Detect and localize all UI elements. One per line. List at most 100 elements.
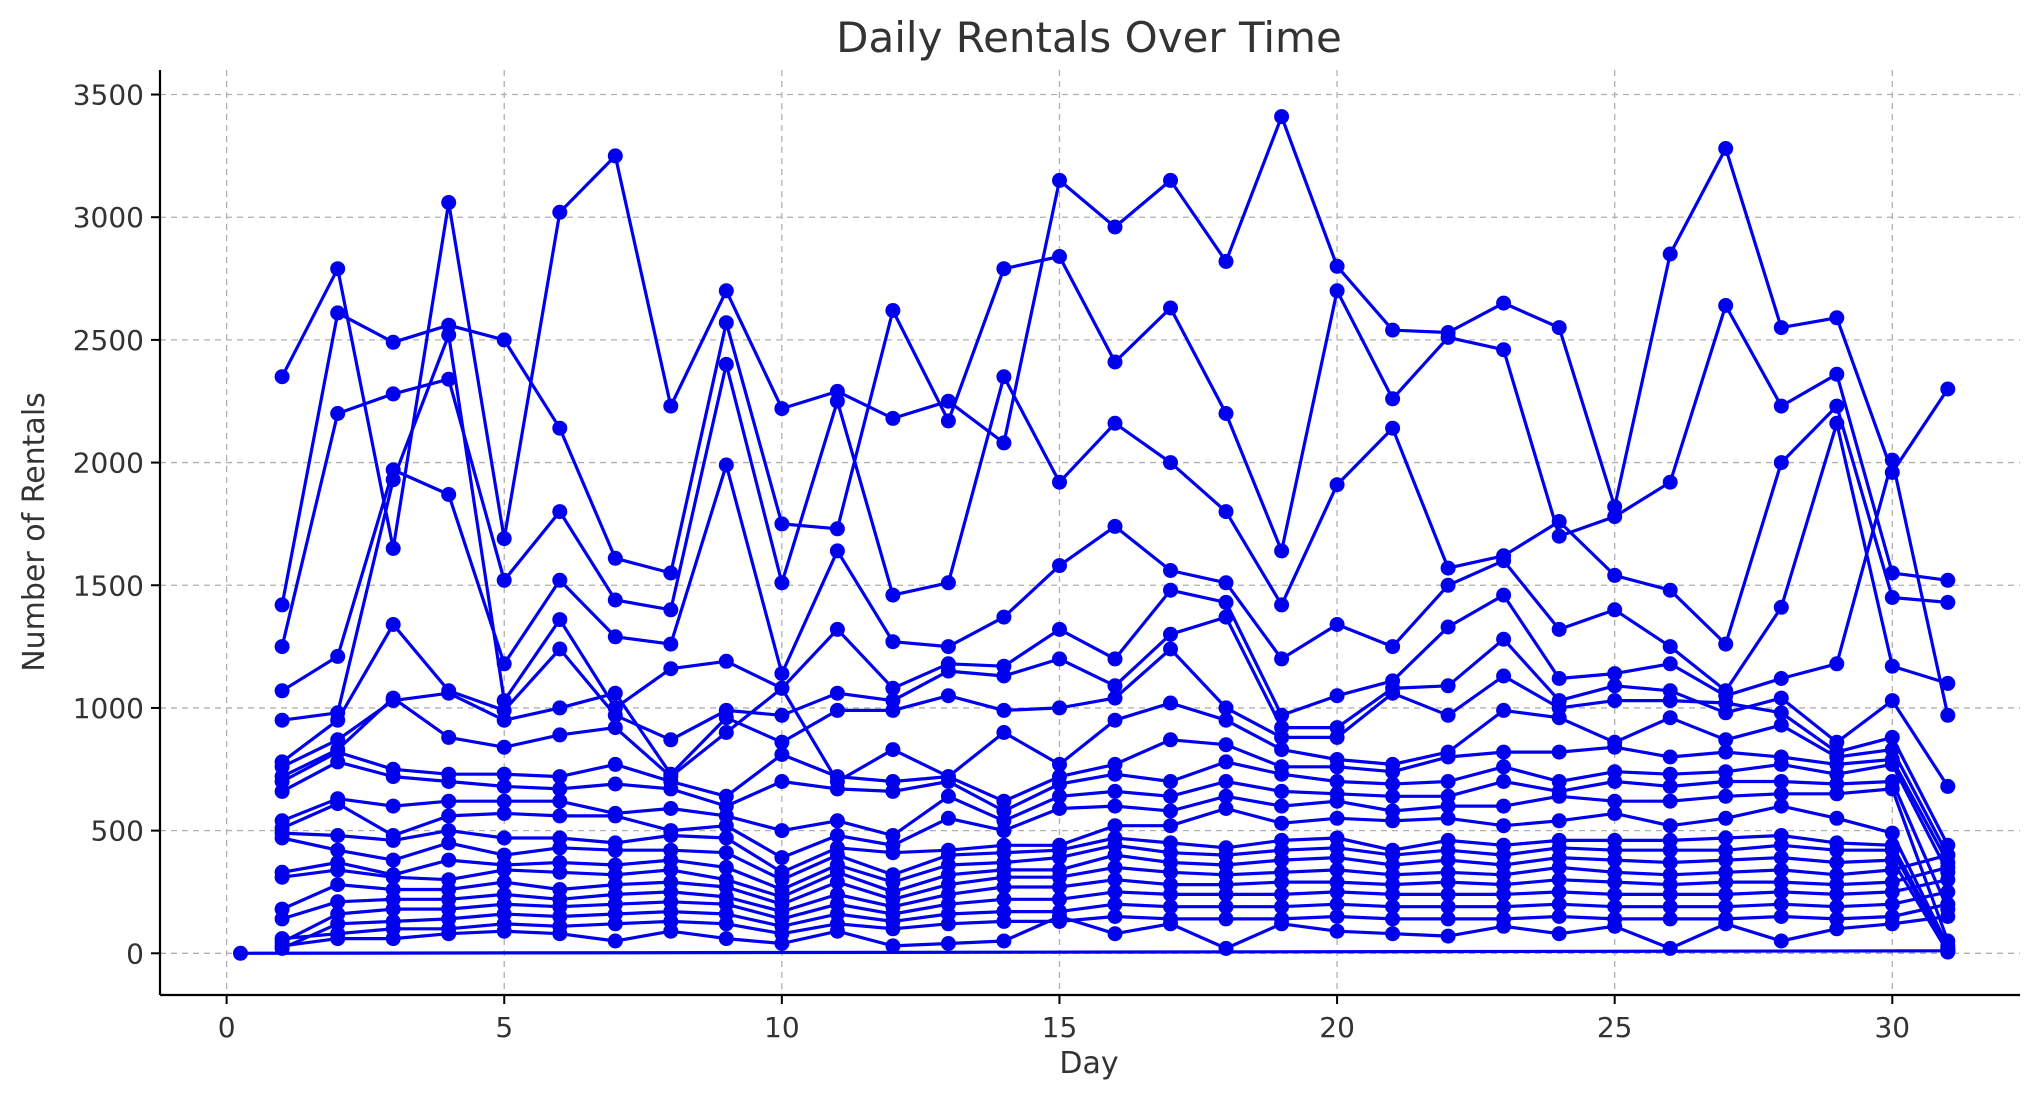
data-point xyxy=(330,842,346,858)
y-axis-label: Number of Rentals xyxy=(17,392,52,672)
data-point xyxy=(1718,899,1734,915)
data-point xyxy=(663,923,679,939)
data-point xyxy=(1274,798,1290,814)
data-point xyxy=(552,781,568,797)
chart-title: Daily Rentals Over Time xyxy=(836,13,1342,62)
data-point xyxy=(274,783,290,799)
data-point xyxy=(829,621,845,637)
data-point xyxy=(441,793,457,809)
data-point xyxy=(663,781,679,797)
data-point xyxy=(1496,342,1512,358)
data-point xyxy=(1773,896,1789,912)
data-point xyxy=(607,842,623,858)
data-point xyxy=(1662,656,1678,672)
x-tick-label-2: 10 xyxy=(764,1011,800,1044)
data-point xyxy=(829,828,845,843)
data-point xyxy=(1107,678,1123,694)
data-point xyxy=(663,732,679,748)
data-point xyxy=(1773,398,1789,414)
data-point xyxy=(1662,842,1678,858)
data-point xyxy=(1274,729,1290,745)
x-axis-ticks: 0 5 10 15 20 25 30 xyxy=(218,995,1910,1044)
data-point xyxy=(1884,452,1900,468)
data-point xyxy=(1940,859,1956,875)
data-point xyxy=(330,894,346,910)
data-point xyxy=(1385,322,1401,338)
data-point xyxy=(1773,756,1789,772)
data-point xyxy=(330,931,346,947)
data-point xyxy=(1274,783,1290,799)
data-point xyxy=(1940,572,1956,588)
series-group xyxy=(233,109,1956,961)
data-point xyxy=(330,406,346,421)
data-point xyxy=(1496,818,1512,834)
data-point xyxy=(1218,737,1234,753)
data-point xyxy=(1107,651,1123,667)
data-point xyxy=(274,639,290,655)
data-point xyxy=(1940,884,1956,900)
data-point xyxy=(1107,847,1123,863)
data-point xyxy=(1052,909,1067,924)
data-point xyxy=(1052,700,1067,716)
data-point xyxy=(496,830,512,846)
data-point xyxy=(1385,685,1401,701)
data-point xyxy=(1496,744,1512,760)
data-point xyxy=(1329,793,1345,809)
data-point xyxy=(1773,933,1789,949)
data-point xyxy=(385,852,401,868)
data-point xyxy=(1163,886,1178,902)
data-point xyxy=(1662,710,1678,726)
data-point xyxy=(1884,729,1900,745)
data-point xyxy=(274,938,290,954)
data-point xyxy=(1440,774,1456,789)
data-point xyxy=(441,774,457,789)
data-point xyxy=(1107,798,1123,814)
data-point xyxy=(1829,786,1845,802)
data-point xyxy=(1440,560,1456,576)
data-point xyxy=(1607,774,1623,789)
data-point xyxy=(718,356,734,372)
data-point xyxy=(1218,594,1234,610)
data-point xyxy=(1551,872,1567,888)
data-point xyxy=(829,874,845,890)
data-point xyxy=(1440,928,1456,944)
data-point xyxy=(1274,886,1290,902)
data-point xyxy=(1218,899,1234,915)
data-point xyxy=(1884,896,1900,912)
data-point xyxy=(663,398,679,414)
data-point xyxy=(1718,916,1734,932)
series-0 xyxy=(233,943,1956,961)
data-point xyxy=(1107,219,1123,235)
data-point xyxy=(1496,899,1512,915)
data-point xyxy=(1607,886,1623,902)
series-line-1 xyxy=(280,114,1950,551)
data-point xyxy=(1107,859,1123,875)
data-point xyxy=(829,685,845,701)
series-1 xyxy=(274,109,1956,556)
data-point xyxy=(718,315,734,331)
series-3 xyxy=(274,356,1956,655)
data-point xyxy=(718,818,734,834)
x-tick-label-3: 15 xyxy=(1042,1011,1078,1044)
data-point xyxy=(274,712,290,728)
data-point xyxy=(607,592,623,608)
data-point xyxy=(496,531,512,547)
data-point xyxy=(1329,850,1345,866)
data-point xyxy=(1551,514,1567,529)
data-point xyxy=(385,690,401,706)
data-point xyxy=(885,938,901,954)
data-point xyxy=(1218,911,1234,927)
data-point xyxy=(274,369,290,385)
data-point xyxy=(1773,862,1789,878)
data-point xyxy=(496,739,512,755)
data-point xyxy=(1107,783,1123,799)
data-point xyxy=(1218,788,1234,804)
data-point xyxy=(663,636,679,652)
data-point xyxy=(1662,693,1678,709)
data-point xyxy=(940,774,956,789)
data-point xyxy=(607,756,623,772)
data-point xyxy=(829,521,845,537)
data-point xyxy=(441,685,457,701)
data-point xyxy=(1218,609,1234,625)
data-point xyxy=(1163,803,1178,819)
